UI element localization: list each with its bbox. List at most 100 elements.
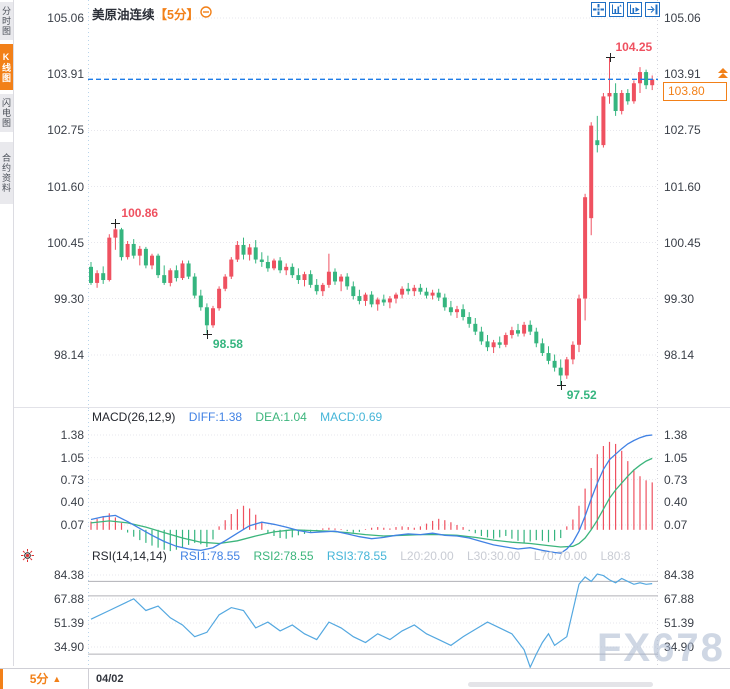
candle	[150, 255, 154, 266]
low-price-annotation: 98.58	[212, 336, 243, 351]
candle	[522, 324, 527, 334]
candle	[296, 275, 301, 281]
y-axis-label: 67.88	[53, 592, 84, 606]
horizontal-scrollbar[interactable]	[468, 682, 653, 687]
candle	[516, 330, 520, 334]
y-axis-label: 100.45	[47, 235, 84, 250]
y-axis-label: 101.60	[47, 179, 84, 194]
candle	[101, 273, 106, 281]
y-axis-label: 0.40	[60, 495, 84, 510]
candle	[241, 244, 246, 255]
candle	[284, 266, 289, 271]
y-axis-label: 0.40	[664, 495, 688, 510]
candle	[650, 79, 655, 86]
candle	[607, 92, 612, 97]
y-axis-label: 51.39	[53, 616, 84, 630]
candle	[320, 284, 325, 292]
rsi1-value: RSI1:78.55	[180, 549, 241, 563]
settings-icon[interactable]	[200, 5, 212, 23]
main-candlestick-chart[interactable]	[88, 0, 658, 410]
high-price-annotation: 104.25	[615, 40, 653, 55]
candle	[638, 72, 642, 84]
candle	[107, 237, 112, 281]
candle	[387, 298, 392, 303]
candle	[448, 307, 453, 313]
rsi2-value: RSI2:78.55	[253, 549, 314, 563]
candle	[265, 261, 270, 269]
y-axis-label: 103.91	[47, 67, 84, 81]
scale-run-icon[interactable]	[627, 2, 642, 17]
candle	[272, 260, 276, 269]
candle	[570, 344, 575, 360]
jump-to-latest-icon[interactable]	[645, 2, 660, 17]
period-dropdown-arrow-icon: ▲	[52, 674, 62, 684]
y-axis-label: 99.30	[53, 291, 84, 306]
extreme-cross-marker	[556, 381, 566, 391]
candle	[418, 287, 423, 292]
candle	[229, 259, 234, 277]
y-axis-label: 84.38	[53, 568, 84, 582]
period-selector-tab[interactable]: 5分 ▲	[3, 669, 89, 689]
candle	[113, 229, 118, 238]
candle	[497, 342, 502, 345]
extreme-cross-marker	[202, 329, 212, 339]
extreme-cross-marker	[605, 53, 615, 63]
sidebar-tab-4[interactable]: 合约资料	[0, 142, 13, 204]
candle	[235, 244, 240, 260]
candle	[613, 92, 618, 112]
y-axis-label: 98.14	[53, 348, 84, 362]
y-axis-label: 1.38	[60, 428, 84, 442]
candle	[473, 323, 478, 332]
y-axis-label: 105.06	[664, 11, 701, 25]
y-axis-label: 100.45	[664, 235, 701, 250]
candle	[503, 335, 508, 345]
scale-axis-icon[interactable]	[609, 2, 624, 17]
rsi-l20-label: L20:20.00	[400, 549, 454, 563]
candle	[644, 72, 649, 86]
sidebar-tab-1[interactable]: 分时图	[0, 2, 13, 40]
candle	[137, 248, 142, 256]
candle	[180, 263, 185, 279]
candle	[156, 255, 161, 276]
candle	[564, 359, 569, 376]
y-axis-label: 67.88	[664, 592, 695, 606]
y-axis-label: 103.91	[664, 67, 701, 81]
candle	[375, 299, 380, 305]
y-axis-label: 105.06	[47, 11, 84, 25]
instrument-name: 美原油连续	[92, 8, 155, 22]
rsi-indicator-chart[interactable]	[88, 560, 658, 668]
candle	[400, 288, 405, 295]
candle	[485, 341, 490, 348]
candle	[168, 270, 173, 283]
chart-title: 美原油连续【5分】	[92, 4, 199, 23]
candle	[461, 309, 466, 318]
y-axis-label: 0.07	[60, 517, 84, 532]
y-axis-label: 99.30	[664, 291, 695, 306]
candle	[589, 125, 594, 219]
candle	[424, 291, 429, 296]
candle	[528, 324, 533, 332]
candle	[625, 92, 630, 102]
candle	[546, 353, 551, 361]
candle	[406, 288, 411, 292]
candle	[595, 140, 600, 146]
y-axis-label: 0.07	[664, 517, 688, 532]
candle	[198, 295, 203, 308]
candle	[192, 276, 197, 296]
candle	[253, 247, 258, 260]
rsi-legend: RSI(14,14,14) RSI1:78.55 RSI2:78.55 RSI3…	[92, 549, 640, 563]
y-axis-label: 0.73	[60, 472, 84, 487]
crosshair-icon[interactable]	[591, 2, 606, 17]
indicator-hot-icon[interactable]	[21, 549, 34, 567]
high-price-annotation: 100.86	[121, 205, 159, 220]
candle	[259, 259, 264, 262]
sidebar-tab-3[interactable]: 闪电图	[0, 94, 13, 132]
candle	[186, 263, 191, 277]
sidebar-tab-2[interactable]: K线图	[0, 44, 13, 90]
candle	[381, 299, 386, 303]
macd-indicator-chart[interactable]	[88, 410, 658, 558]
candle	[125, 243, 130, 258]
chart-type-sidebar: 分时图 K线图闪电图合约资料	[0, 0, 14, 666]
candle	[491, 342, 496, 348]
candle	[302, 274, 307, 281]
